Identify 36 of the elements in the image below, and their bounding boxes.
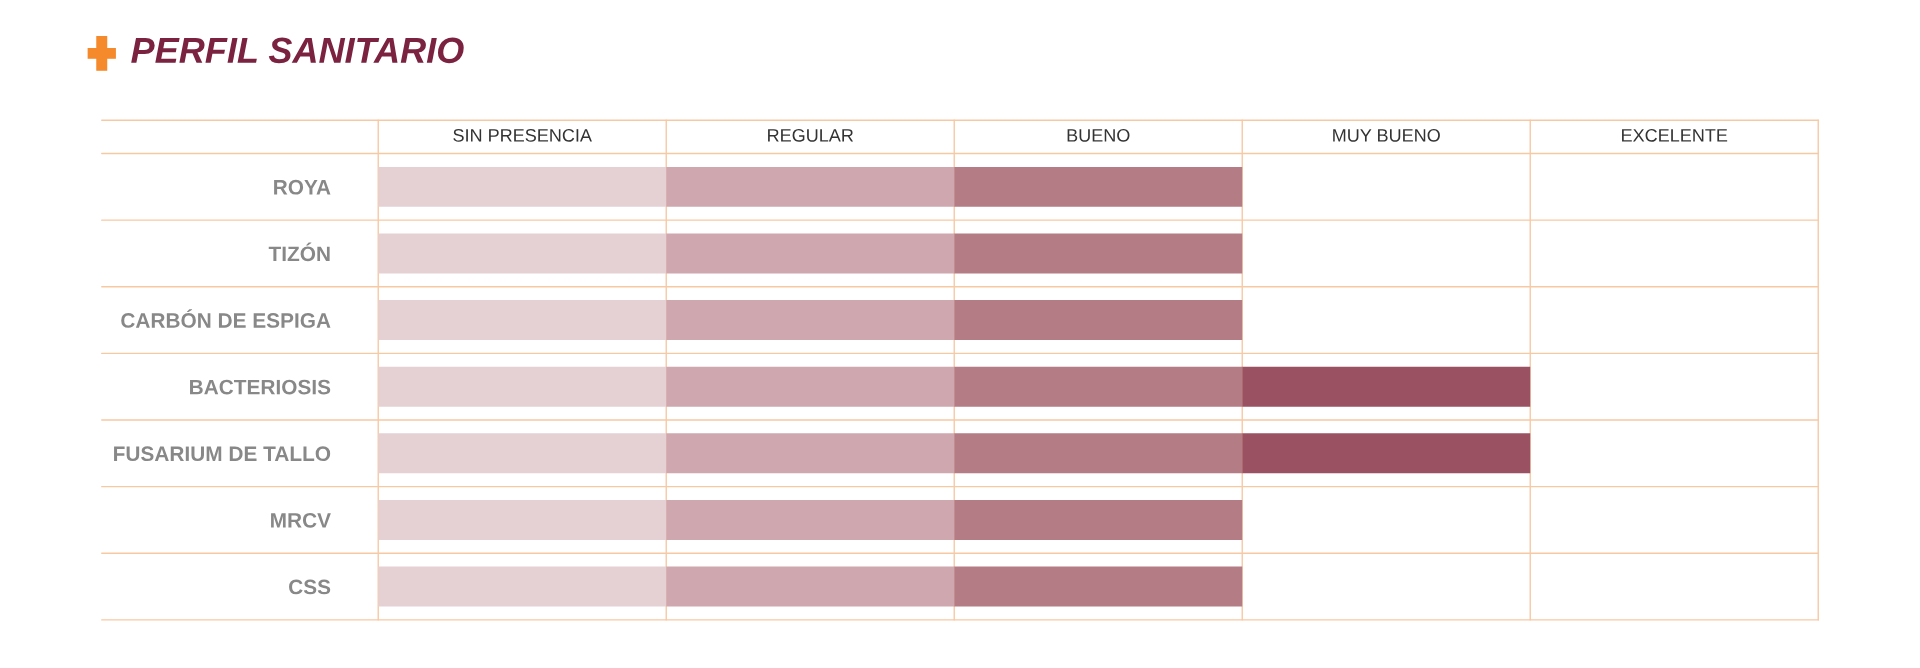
y-tick-label: CSS <box>289 579 331 595</box>
chart-title: PERFIL SANITARIO <box>131 37 464 64</box>
bar <box>954 433 1243 474</box>
bar <box>666 166 955 207</box>
bar <box>666 366 955 407</box>
y-tick-label: MRCV <box>271 512 331 528</box>
bar <box>378 433 667 474</box>
bar <box>666 566 955 607</box>
y-tick-label: FUSARIUM DE TALLO <box>114 446 331 462</box>
bar <box>1242 433 1531 474</box>
bar <box>666 300 955 341</box>
y-tick-label: ROYA <box>274 179 331 195</box>
bar <box>378 566 667 607</box>
bar <box>954 566 1243 607</box>
bar <box>1242 366 1531 407</box>
text: EXCELENTE <box>1622 128 1728 142</box>
annotation: SIN PRESENCIA <box>453 128 592 142</box>
bar <box>378 366 667 407</box>
bar <box>378 233 667 274</box>
y-tick-label: TIZÓN <box>268 242 330 262</box>
bar <box>666 233 955 274</box>
bar <box>954 233 1243 274</box>
bar <box>378 166 667 207</box>
bar <box>378 300 667 341</box>
bar <box>954 300 1243 341</box>
annotation: REGULAR <box>768 128 854 142</box>
bar <box>666 499 955 540</box>
bar <box>954 166 1243 207</box>
bar <box>378 499 667 540</box>
y-tick-label: BACTERIOSIS <box>190 379 331 395</box>
bar <box>954 366 1243 407</box>
bar <box>666 433 955 474</box>
annotation: MUY BUENO <box>1333 128 1440 142</box>
y-tick-label: CARBÓN DE ESPIGA <box>121 309 331 328</box>
annotation: BUENO <box>1067 128 1130 142</box>
bar <box>954 499 1243 540</box>
